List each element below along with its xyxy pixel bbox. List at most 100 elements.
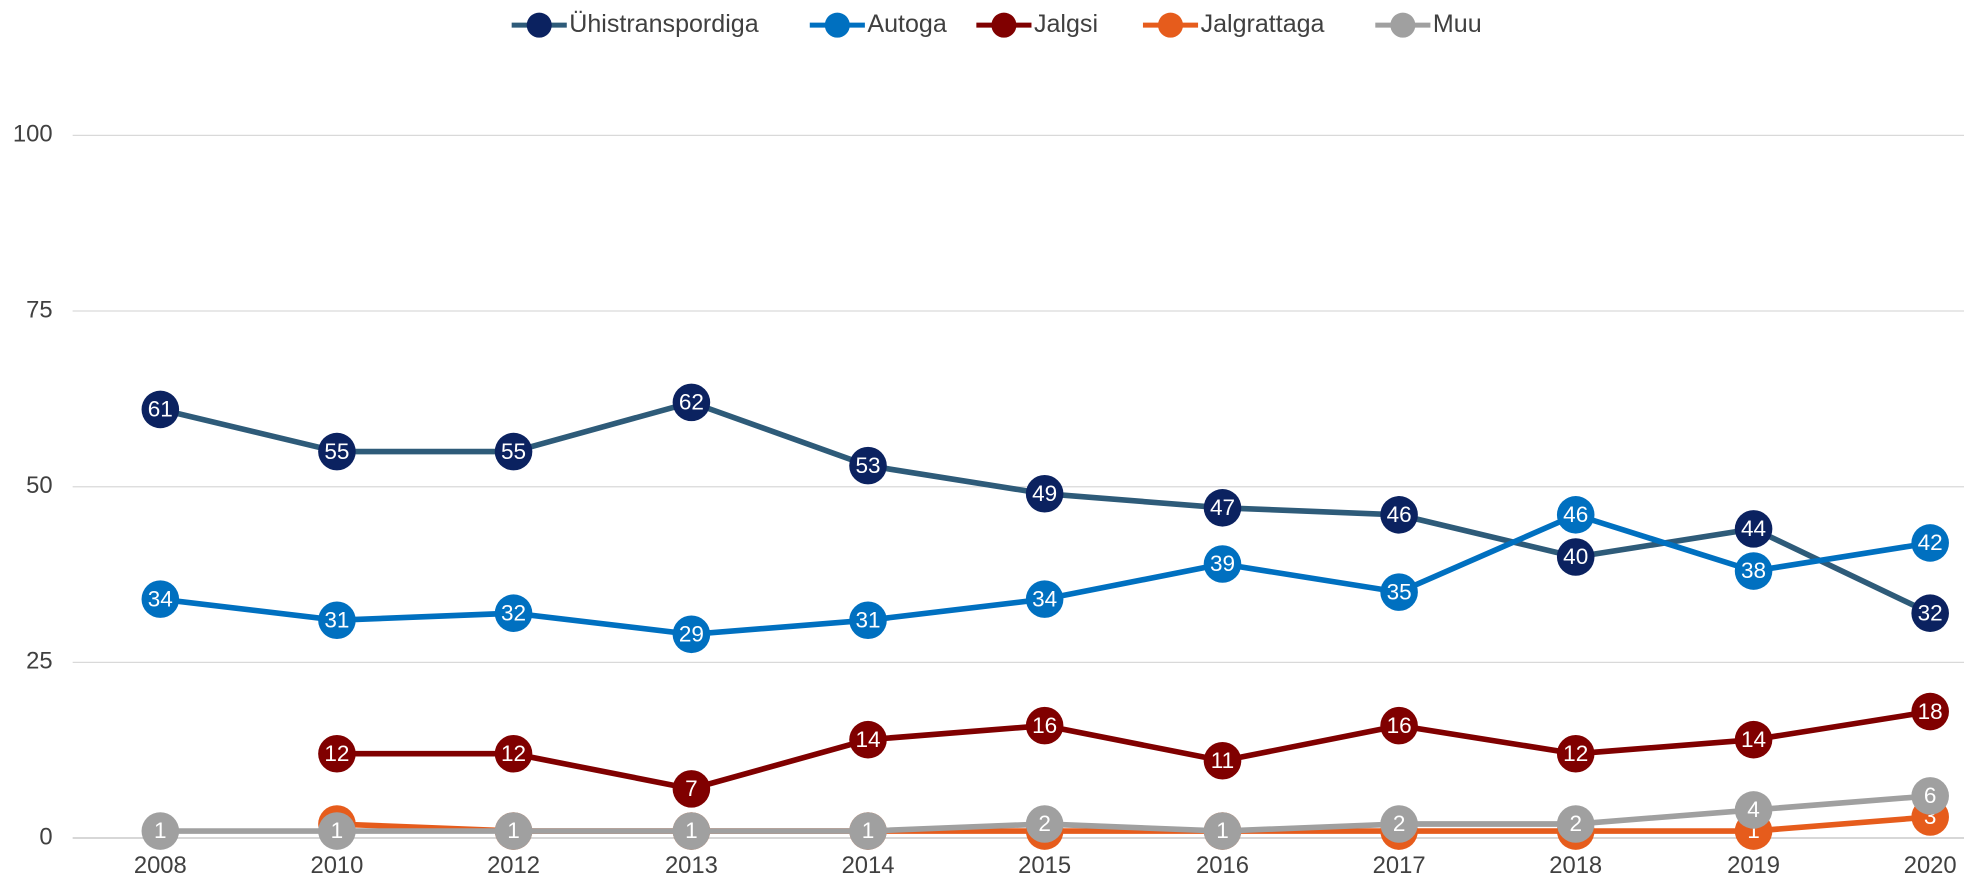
- data-point: [1911, 594, 1949, 632]
- data-point: [1025, 474, 1064, 513]
- data-point: [1556, 805, 1595, 843]
- x-tick-label: 2017: [1373, 852, 1426, 879]
- data-point: [1380, 805, 1418, 843]
- data-label: 34: [1032, 586, 1057, 611]
- legend-marker: [991, 12, 1017, 38]
- data-point: [1734, 552, 1773, 590]
- data-label: 1: [507, 818, 520, 843]
- y-tick-label: 25: [26, 648, 52, 675]
- legend-marker: [1390, 12, 1416, 38]
- data-label: 14: [1741, 727, 1766, 752]
- x-tick-label: 2010: [310, 852, 363, 879]
- x-tick-label: 2012: [487, 852, 540, 879]
- data-point: [849, 601, 887, 640]
- data-point: [141, 390, 180, 429]
- data-label: 40: [1563, 544, 1588, 569]
- data-point: [672, 812, 711, 850]
- data-point: [494, 734, 533, 773]
- data-point: [318, 601, 356, 640]
- x-tick-label: 2016: [1196, 852, 1249, 879]
- data-label: 1: [1216, 818, 1229, 843]
- x-tick-label: 2014: [842, 852, 895, 879]
- data-point: [1911, 692, 1949, 731]
- x-tick-label: 2008: [134, 852, 187, 879]
- data-label: 49: [1032, 481, 1057, 506]
- data-label: 11: [1211, 748, 1234, 773]
- data-label: 16: [1032, 713, 1057, 738]
- data-point: [494, 432, 533, 471]
- data-label: 34: [148, 586, 173, 611]
- data-label: 44: [1741, 516, 1766, 541]
- data-point: [1380, 496, 1418, 534]
- data-label: 2: [1038, 811, 1051, 836]
- data-label: 46: [1387, 502, 1412, 527]
- data-point: [849, 812, 887, 850]
- data-label: 61: [148, 397, 173, 422]
- legend-label: Muu: [1433, 10, 1482, 38]
- data-label: 39: [1210, 551, 1235, 576]
- data-label: 29: [679, 621, 704, 646]
- data-label: 31: [324, 607, 349, 632]
- data-point: [1025, 580, 1064, 618]
- data-label: 12: [1563, 741, 1588, 766]
- data-point: [1203, 489, 1242, 527]
- x-tick-label: 2019: [1727, 852, 1780, 879]
- data-label: 31: [855, 607, 880, 632]
- legend-label: Autoga: [867, 10, 946, 38]
- data-point: [1203, 545, 1242, 583]
- data-label: 12: [324, 741, 349, 766]
- data-label: 1: [331, 818, 344, 843]
- data-point: [318, 734, 356, 773]
- x-tick-label: 2020: [1904, 852, 1957, 879]
- y-tick-label: 100: [13, 121, 53, 148]
- data-point: [494, 594, 533, 632]
- legend-marker: [526, 12, 552, 38]
- data-label: 1: [862, 818, 875, 843]
- x-tick-label: 2013: [665, 852, 718, 879]
- data-point: [849, 446, 887, 485]
- data-label: 32: [501, 600, 526, 625]
- data-point: [1556, 734, 1595, 773]
- data-point: [494, 812, 533, 850]
- data-label: 62: [679, 390, 704, 415]
- data-label: 46: [1563, 502, 1588, 527]
- data-point: [318, 812, 356, 850]
- data-label: 38: [1741, 558, 1766, 583]
- legend-marker: [1157, 12, 1184, 38]
- y-tick-label: 0: [39, 823, 52, 850]
- data-label: 55: [501, 439, 526, 464]
- data-point: [672, 383, 711, 422]
- data-label: 18: [1918, 699, 1943, 724]
- data-point: [1380, 573, 1418, 611]
- y-tick-label: 75: [26, 296, 52, 323]
- data-point: [672, 770, 711, 808]
- x-tick-label: 2015: [1018, 852, 1071, 879]
- data-label: 16: [1387, 713, 1412, 738]
- data-point: [1203, 741, 1242, 780]
- data-label: 7: [685, 776, 698, 801]
- data-point: [672, 615, 711, 654]
- data-label: 55: [324, 439, 349, 464]
- data-point: [1025, 805, 1064, 843]
- data-label: 32: [1918, 600, 1943, 625]
- data-label: 1: [154, 818, 167, 843]
- y-tick-label: 50: [26, 472, 52, 499]
- data-point: [1556, 538, 1595, 576]
- data-label: 2: [1393, 811, 1406, 836]
- x-tick-label: 2018: [1549, 852, 1602, 879]
- data-point: [318, 432, 356, 471]
- data-point: [141, 812, 180, 850]
- data-label: 1: [685, 818, 698, 843]
- data-point: [1380, 706, 1418, 745]
- data-point: [1734, 510, 1773, 548]
- data-label: 42: [1918, 530, 1943, 555]
- data-point: [1556, 496, 1595, 534]
- data-label: 4: [1747, 797, 1760, 822]
- legend-marker: [824, 12, 850, 38]
- data-label: 47: [1210, 495, 1235, 520]
- legend-label: Jalgsi: [1034, 10, 1098, 38]
- data-point: [1025, 706, 1064, 745]
- data-point: [141, 580, 180, 618]
- legend-label: Ühistranspordiga: [569, 10, 758, 38]
